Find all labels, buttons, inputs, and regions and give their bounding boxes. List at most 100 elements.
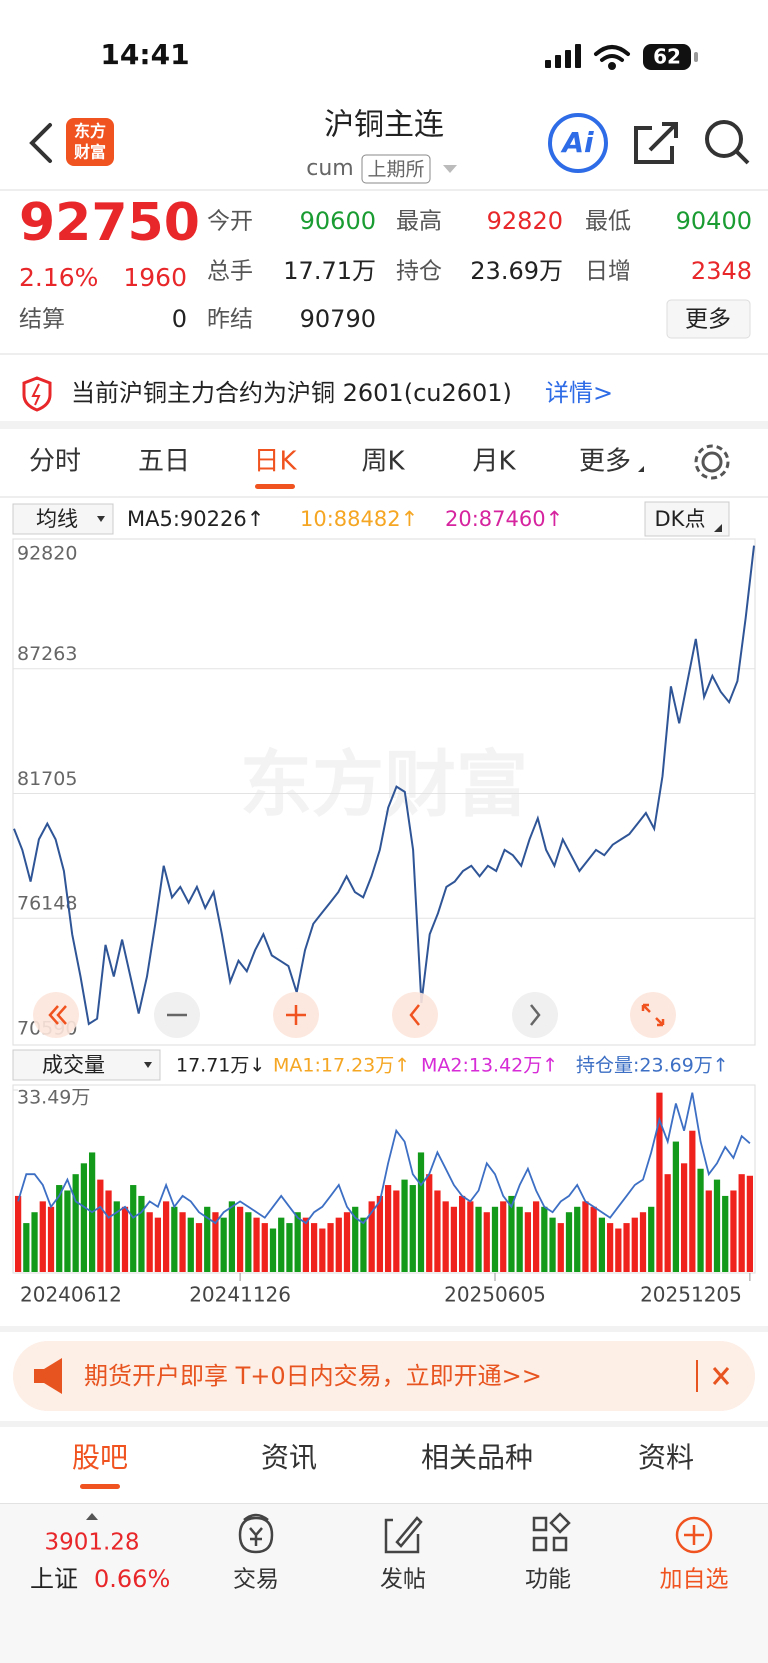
volume-value: 17.71万↓ [176, 1055, 265, 1077]
volume-bar [327, 1223, 334, 1272]
banner-close[interactable] [712, 1367, 730, 1385]
volume-bar [656, 1092, 663, 1272]
nav-icon [532, 1512, 571, 1552]
nav-item[interactable]: 加自选 [660, 1567, 729, 1593]
period-tab[interactable]: 周K [361, 447, 405, 477]
volume-bar [302, 1217, 310, 1272]
last-price: 92750 [19, 193, 200, 253]
more-arrow [638, 466, 644, 472]
chart-control[interactable] [33, 992, 79, 1038]
volume-bar [105, 1190, 112, 1272]
section-gap [0, 1326, 768, 1332]
volume-bar [738, 1174, 745, 1272]
volume-bar [483, 1212, 490, 1272]
content-tab[interactable]: 相关品种 [421, 1441, 533, 1474]
volume-bar [664, 1174, 671, 1272]
period-tab[interactable]: 日K [253, 447, 297, 477]
dropdown-arrow [144, 1062, 152, 1068]
volume-bar [615, 1228, 622, 1272]
volume-bar [384, 1185, 392, 1272]
volume-bar [64, 1190, 71, 1272]
ma10: 10:88482↑ [300, 507, 418, 531]
volume-bar [606, 1223, 614, 1272]
period-tab[interactable]: 分时 [29, 447, 81, 477]
volume-bar [269, 1228, 277, 1272]
ai-button[interactable] [548, 113, 608, 173]
field-value: 90790 [300, 305, 376, 333]
more-button[interactable] [666, 299, 751, 339]
nav-item[interactable]: 发帖 [380, 1567, 426, 1593]
divider [0, 189, 768, 191]
status-time: 14:41 [100, 38, 189, 71]
chart-control[interactable] [630, 992, 676, 1038]
volume-bar [146, 1212, 153, 1272]
open-interest-line [17, 1092, 751, 1225]
field-value: 92820 [487, 207, 563, 235]
search-button[interactable] [705, 120, 750, 165]
volume-bar [680, 1163, 688, 1272]
battery-tip [694, 52, 698, 62]
banner-text: 期货开户即享 T+0日内交易，立即开通>> [84, 1362, 542, 1390]
shield-icon [22, 376, 52, 412]
volume-bar [442, 1201, 449, 1272]
field-label: 日增 [585, 259, 631, 285]
x-tick-label: 20251205 [640, 1283, 742, 1307]
volume-bar [697, 1168, 704, 1272]
period-tab[interactable]: 更多 [579, 447, 631, 477]
promo-banner[interactable] [13, 1341, 755, 1411]
volume-bar [39, 1201, 46, 1272]
change: 1960 [123, 263, 187, 292]
content-tab[interactable]: 股吧 [72, 1441, 128, 1474]
dk-button[interactable] [644, 501, 730, 537]
index-value[interactable]: 3901.28 [44, 1530, 139, 1556]
y-tick-label: 81705 [17, 768, 77, 790]
page-title: 沪铜主连 [324, 108, 444, 143]
logo[interactable] [66, 118, 114, 166]
dropdown-arrow[interactable] [443, 165, 457, 173]
field-value: 2348 [691, 257, 752, 285]
dk-label: DK点 [655, 507, 706, 531]
volume-bar [261, 1223, 268, 1272]
exchange: 上期所 [367, 159, 424, 181]
price-line [13, 545, 755, 1026]
volume-bar [368, 1201, 375, 1272]
volume-bar [648, 1206, 655, 1272]
field-label: 今开 [207, 209, 253, 235]
content-tab[interactable]: 资讯 [261, 1441, 317, 1474]
indicator-selector[interactable] [12, 1049, 161, 1081]
content-tab[interactable]: 资料 [638, 1441, 694, 1474]
volume-bar [689, 1130, 696, 1272]
volume-bar [524, 1212, 532, 1272]
volume-bar [722, 1195, 729, 1272]
period-tab[interactable]: 月K [472, 447, 516, 477]
notice-text: 当前沪铜主力合约为沪铜 2601(cu2601) [71, 379, 512, 407]
chart-control[interactable] [512, 992, 558, 1038]
volume-bar [516, 1206, 523, 1272]
logo-text: 财富 [73, 143, 106, 162]
volume-bar [582, 1201, 589, 1272]
divider [0, 1503, 768, 1504]
settings-button[interactable] [694, 444, 730, 480]
ma-selector-label: 均线 [36, 507, 78, 531]
volume-bar [245, 1212, 252, 1272]
notice-link[interactable]: 详情> [545, 379, 613, 407]
volume-bar [278, 1217, 285, 1272]
volume-chart-frame [12, 1084, 756, 1274]
volume-bar [417, 1152, 425, 1272]
x-tick-label: 20240612 [20, 1283, 122, 1307]
battery-level: 62 [653, 45, 681, 69]
volume-bar [393, 1190, 400, 1272]
index-name: 上证 [30, 1565, 78, 1593]
chart-control[interactable] [392, 992, 438, 1038]
share-button[interactable] [634, 122, 678, 164]
ma-selector[interactable] [12, 503, 114, 535]
nav-item[interactable]: 功能 [525, 1567, 571, 1593]
field-value: 17.71万 [283, 257, 376, 285]
nav-item[interactable]: 交易 [233, 1567, 279, 1593]
volume-bar [319, 1228, 326, 1272]
back-button[interactable] [29, 123, 52, 163]
period-tab[interactable]: 五日 [138, 447, 190, 477]
volume-bar [590, 1206, 597, 1272]
volume-bar [491, 1206, 499, 1272]
